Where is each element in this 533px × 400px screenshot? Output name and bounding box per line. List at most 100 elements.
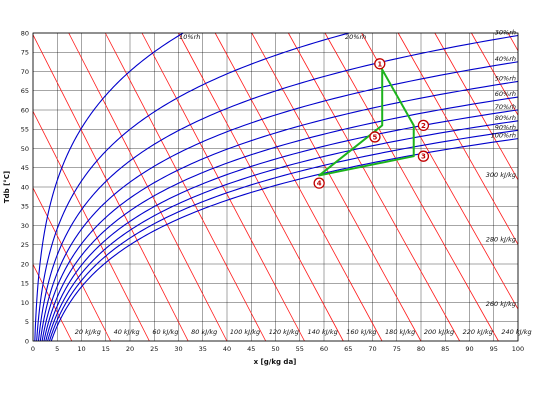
rh-label: 60%rh (495, 90, 516, 98)
relative-humidity-curves (34, 32, 519, 342)
y-tick-label: 80 (21, 29, 29, 37)
rh-curve (45, 109, 519, 342)
x-tick-label: 75 (393, 345, 401, 353)
process-point-marker (369, 131, 381, 143)
curve-labels: 20 kJ/kg 40 kJ/kg 60 kJ/kg 80 kJ/kg 100 kJ/k… (75, 28, 532, 336)
enthalpy-line (288, 32, 460, 342)
x-tick-label: 55 (296, 345, 304, 353)
y-tick-label: 50 (21, 145, 29, 153)
y-tick-label: 65 (21, 87, 29, 95)
y-tick-label: 5 (25, 318, 29, 326)
plot-frame (32, 32, 519, 342)
y-tick-label: 30 (21, 222, 29, 230)
enthalpy-label: 20 kJ/kg (75, 328, 101, 336)
enthalpy-label: 140 kJ/kg (307, 328, 337, 336)
process-point-label: 5 (372, 133, 377, 141)
rh-curve (37, 34, 519, 342)
y-tick-label: 75 (21, 49, 29, 57)
x-tick-label: 90 (465, 345, 473, 353)
x-tick-label: 95 (490, 345, 498, 353)
enthalpy-label: 80 kJ/kg (191, 328, 217, 336)
y-tick-label: 20 (21, 260, 29, 268)
rh-curve (43, 96, 519, 342)
y-axis-title: Tdb [°C] (3, 171, 11, 203)
x-tick-label: 45 (247, 345, 255, 353)
rh-label: 20%rh (345, 33, 366, 41)
enthalpy-line (434, 32, 519, 181)
y-tick-label: 40 (21, 183, 29, 191)
rh-curve (36, 32, 350, 342)
rh-curve (48, 129, 519, 342)
x-tick-label: 40 (223, 345, 231, 353)
enthalpy-line (32, 111, 150, 342)
enthalpy-line (324, 32, 499, 342)
x-tick-label: 30 (174, 345, 182, 353)
x-tick-label: 80 (417, 345, 425, 353)
y-tick-label: 10 (21, 299, 29, 307)
x-tick-label: 65 (344, 345, 352, 353)
rh-curve (39, 61, 519, 342)
process-point-label: 1 (377, 60, 382, 68)
x-tick-label: 0 (31, 345, 35, 353)
enthalpy-line (251, 32, 422, 342)
enthalpy-label: 220 kJ/kg (463, 328, 493, 336)
enthalpy-line (397, 32, 519, 245)
y-tick-label: 60 (21, 106, 29, 114)
enthalpy-line (141, 32, 305, 342)
rh-label: 10%rh (179, 33, 200, 41)
enthalpy-line (507, 32, 519, 51)
x-tick-label: 15 (102, 345, 110, 353)
x-axis-title: x [g/kg da] (254, 358, 297, 366)
y-tick-label: 55 (21, 126, 29, 134)
y-tick-label: 70 (21, 68, 29, 76)
enthalpy-label: 100 kJ/kg (230, 328, 260, 336)
enthalpy-label: 200 kJ/kg (424, 328, 454, 336)
x-tick-label: 25 (150, 345, 158, 353)
enthalpy-label: 40 kJ/kg (114, 328, 140, 336)
enthalpy-label: 60 kJ/kg (152, 328, 178, 336)
enthalpy-label: 180 kJ/kg (385, 328, 415, 336)
process-line (318, 63, 415, 177)
rh-label: 80%rh (495, 114, 516, 122)
rh-curve (41, 80, 519, 342)
process-path (318, 63, 415, 177)
enthalpy-line (32, 264, 73, 342)
enthalpy-line (471, 32, 519, 116)
enthalpy-line (104, 32, 267, 342)
x-tick-label: 85 (441, 345, 449, 353)
enthalpy-label: 300 kJ/kg (486, 171, 516, 179)
x-tick-label: 60 (320, 345, 328, 353)
process-point-label: 3 (421, 153, 426, 161)
enthalpy-label: 120 kJ/kg (269, 328, 299, 336)
rh-curve (34, 32, 184, 342)
process-point-marker (417, 119, 430, 132)
process-point-marker (417, 150, 430, 162)
y-tick-label: 35 (21, 203, 29, 211)
x-tick-label: 35 (199, 345, 207, 353)
x-tick-label: 50 (271, 345, 279, 353)
y-tick-label: 0 (25, 337, 29, 345)
enthalpy-line (32, 34, 189, 342)
enthalpy-label: 260 kJ/kg (486, 300, 516, 308)
rh-curve (50, 138, 519, 342)
x-tick-label: 10 (77, 345, 85, 353)
y-tick-label: 45 (21, 164, 29, 172)
rh-label: 90%rh (495, 123, 516, 131)
rh-curve (47, 120, 519, 342)
enthalpy-line (32, 187, 111, 342)
process-point-marker (313, 177, 325, 189)
process-point-marker (374, 58, 386, 70)
rh-label: 30%rh (495, 28, 516, 36)
x-tick-label: 70 (368, 345, 376, 353)
process-point-label: 2 (421, 122, 426, 130)
enthalpy-lines (32, 32, 519, 342)
process-point-label: 4 (317, 180, 322, 188)
x-tick-label: 20 (126, 345, 134, 353)
x-tick-label: 100 (512, 345, 524, 353)
y-tick-label: 25 (21, 241, 29, 249)
enthalpy-line (178, 32, 344, 342)
process-points: 1 2 3 4 5 (313, 58, 430, 189)
enthalpy-label: 280 kJ/kg (486, 235, 516, 243)
y-tick-label: 15 (21, 280, 29, 288)
enthalpy-label: 160 kJ/kg (346, 328, 376, 336)
